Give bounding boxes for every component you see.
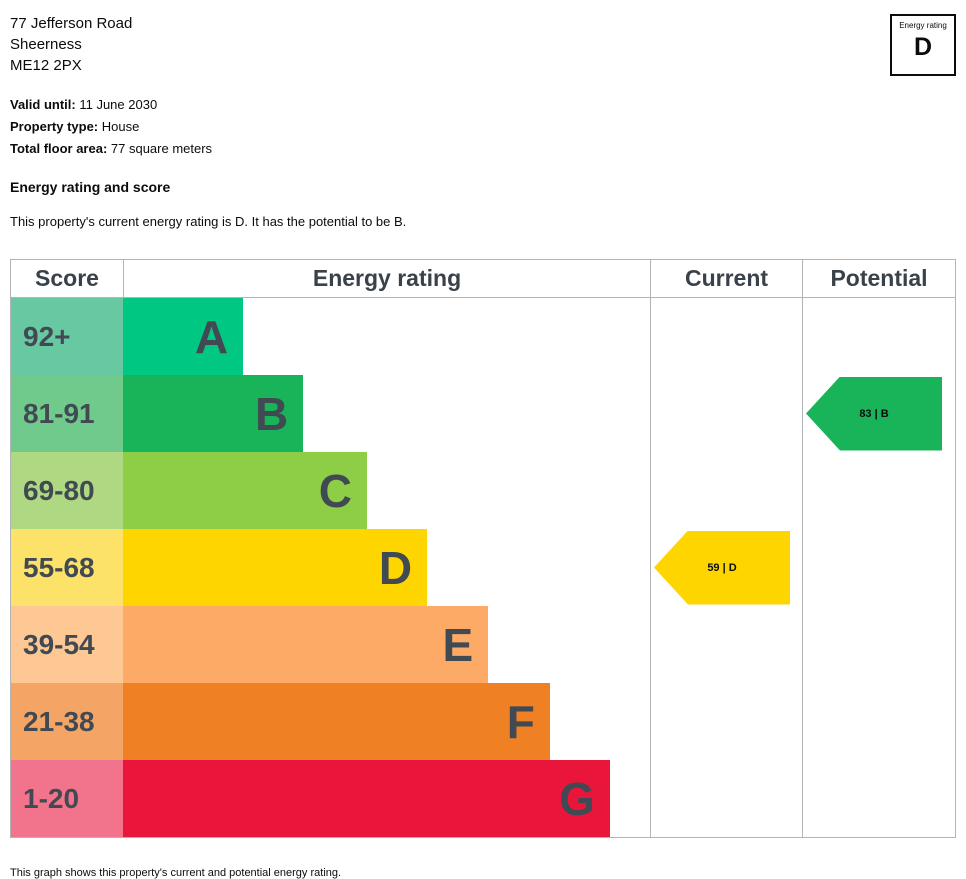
- current-cell-g: [650, 760, 802, 837]
- band-letter-d: D: [378, 541, 413, 594]
- band-score-a: 92+: [11, 298, 123, 375]
- potential-cell-f: [802, 683, 955, 760]
- band-score-c: 69-80: [11, 452, 123, 529]
- band-bar-g: G: [123, 760, 610, 837]
- current-cell-d: 59 | D: [650, 529, 802, 606]
- current-cell-a: [650, 298, 802, 375]
- potential-cell-b: 83 | B: [802, 375, 955, 452]
- band-row-g: 1-20 G: [11, 760, 955, 837]
- band-letter-b: B: [254, 387, 289, 440]
- band-bar-cell-e: E: [123, 606, 650, 683]
- address-line-1: 77 Jefferson Road: [10, 15, 133, 32]
- band-row-d: 55-68 D 59 | D: [11, 529, 955, 606]
- detail-property-type-label: Property type:: [10, 119, 99, 134]
- property-details: Valid until: 11 June 2030 Property type:…: [10, 98, 956, 156]
- energy-rating-badge-value: D: [913, 33, 933, 61]
- potential-cell-a: [802, 298, 955, 375]
- address-line-2: Sheerness: [10, 36, 82, 53]
- current-rating-arrow: 59 | D: [654, 530, 790, 605]
- band-bar-e: E: [123, 606, 489, 683]
- band-bar-cell-g: G: [123, 760, 650, 837]
- band-letter-f: F: [506, 695, 535, 748]
- potential-rating-arrow: 83 | B: [806, 376, 942, 451]
- band-row-a: 92+ A: [11, 298, 955, 375]
- band-score-d: 55-68: [11, 529, 123, 606]
- current-cell-c: [650, 452, 802, 529]
- band-bar-cell-f: F: [123, 683, 650, 760]
- band-score-e: 39-54: [11, 606, 123, 683]
- property-address: 77 Jefferson Road Sheerness ME12 2PX: [10, 13, 132, 76]
- band-letter-g: G: [559, 772, 595, 825]
- current-rating-label: 59 | D: [707, 561, 737, 574]
- detail-valid-until-label: Valid until:: [10, 97, 76, 112]
- band-score-g: 1-20: [11, 760, 123, 837]
- detail-floor-area-label: Total floor area:: [10, 141, 108, 156]
- energy-rating-badge-label: Energy rating: [899, 21, 947, 30]
- current-cell-e: [650, 606, 802, 683]
- band-letter-e: E: [442, 618, 474, 671]
- potential-rating-label: 83 | B: [859, 407, 889, 420]
- band-bar-b: B: [123, 375, 304, 452]
- address-line-3: ME12 2PX: [10, 57, 82, 74]
- potential-cell-c: [802, 452, 955, 529]
- detail-valid-until: Valid until: 11 June 2030: [10, 98, 956, 112]
- header-potential: Potential: [802, 260, 955, 297]
- header-current: Current: [650, 260, 802, 297]
- band-row-f: 21-38 F: [11, 683, 955, 760]
- band-row-e: 39-54 E: [11, 606, 955, 683]
- band-row-b: 81-91 B 83 | B: [11, 375, 955, 452]
- header-score: Score: [35, 265, 99, 291]
- detail-floor-area: Total floor area: 77 square meters: [10, 142, 956, 156]
- rating-summary: This property's current energy rating is…: [10, 214, 407, 229]
- band-score-f: 21-38: [11, 683, 123, 760]
- potential-cell-g: [802, 760, 955, 837]
- potential-cell-d: [802, 529, 955, 606]
- band-bar-c: C: [123, 452, 367, 529]
- band-bar-d: D: [123, 529, 428, 606]
- band-bar-cell-a: A: [123, 298, 650, 375]
- band-bar-a: A: [123, 298, 244, 375]
- energy-rating-badge: Energy rating D: [890, 14, 956, 76]
- band-bar-f: F: [123, 683, 550, 760]
- band-score-b: 81-91: [11, 375, 123, 452]
- detail-valid-until-value: 11 June 2030: [75, 97, 158, 112]
- page-header: 77 Jefferson Road Sheerness ME12 2PX Ene…: [10, 13, 956, 76]
- band-bar-cell-c: C: [123, 452, 650, 529]
- detail-floor-area-value: 77 square meters: [107, 141, 213, 156]
- band-letter-a: A: [194, 310, 229, 363]
- header-energy-rating: Energy rating: [123, 260, 650, 297]
- section-heading: Energy rating and score: [10, 179, 171, 195]
- band-row-c: 69-80 C: [11, 452, 955, 529]
- current-cell-f: [650, 683, 802, 760]
- detail-property-type: Property type: House: [10, 120, 956, 134]
- chart-header: Score Energy rating Current Potential: [11, 260, 955, 298]
- potential-cell-e: [802, 606, 955, 683]
- current-cell-b: [650, 375, 802, 452]
- chart-footer-note: This graph shows this property's current…: [10, 867, 342, 879]
- band-letter-c: C: [318, 464, 352, 517]
- band-bar-cell-d: D: [123, 529, 650, 606]
- band-bar-cell-b: B: [123, 375, 650, 452]
- detail-property-type-value: House: [98, 119, 140, 134]
- epc-chart: Score Energy rating Current Potential 92…: [10, 259, 956, 838]
